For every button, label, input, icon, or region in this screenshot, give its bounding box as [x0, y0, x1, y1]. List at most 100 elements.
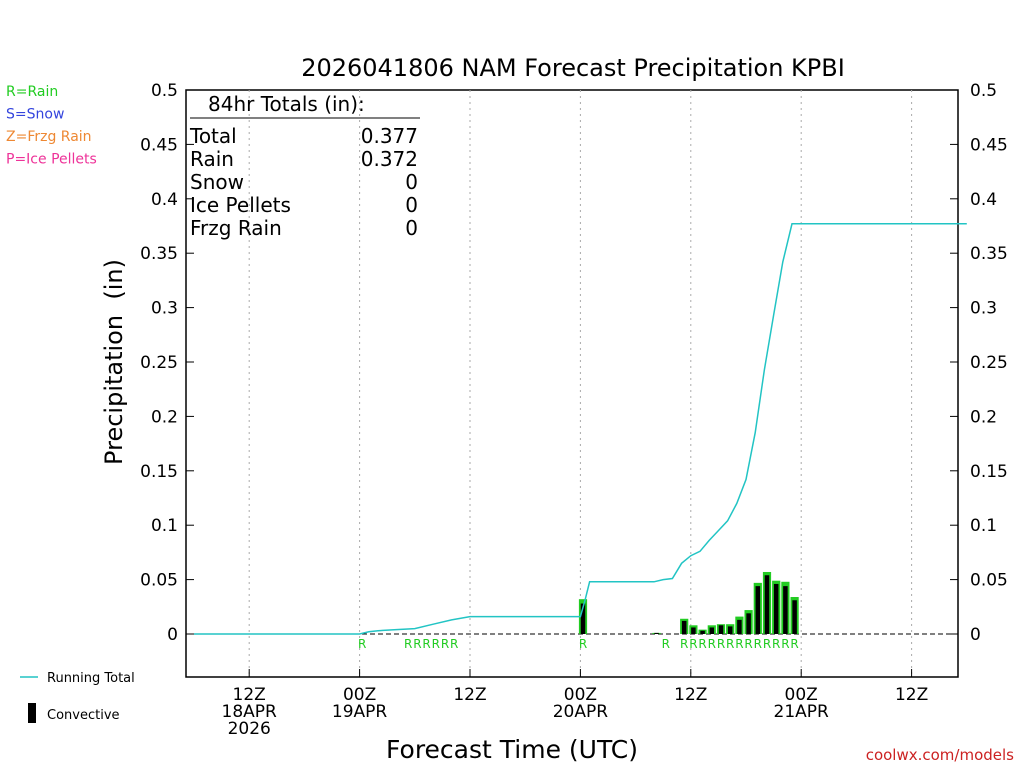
- totals-row-value: 0: [405, 170, 418, 194]
- x-tick-label: 20APR: [553, 702, 609, 722]
- convective-legend-label: Convective: [47, 708, 120, 723]
- convective-legend-swatch: [28, 703, 36, 723]
- convective-bar: [718, 625, 724, 634]
- type-marker: R: [717, 637, 725, 651]
- y-tick-label-right: 0.35: [970, 244, 1008, 264]
- type-marker: R: [441, 637, 449, 651]
- convective-bar: [755, 586, 761, 634]
- type-marker: R: [763, 637, 771, 651]
- type-marker: R: [708, 637, 716, 651]
- y-axis-label: Precipitation (in): [100, 259, 128, 465]
- x-tick-label: 12Z: [233, 685, 266, 705]
- type-marker: R: [662, 637, 670, 651]
- convective-bar: [727, 626, 733, 634]
- y-tick-label-left: 0.5: [151, 81, 178, 101]
- totals-row-value: 0: [405, 216, 418, 240]
- type-marker: R: [790, 637, 798, 651]
- type-marker: R: [358, 637, 366, 651]
- convective-bar: [737, 619, 742, 634]
- convective-bar: [691, 627, 696, 634]
- convective-bar: [773, 583, 779, 634]
- type-legend-item: P=Ice Pellets: [6, 152, 97, 168]
- totals-box: 84hr Totals (in): Total 0.377 Rain 0.372 Sno…: [189, 92, 420, 240]
- y-axis-ticks: 0 00.05 0.050.1 0.10.15 0.150.2 0.20.25 0.250.…: [140, 81, 1008, 645]
- x-tick-label: 21APR: [774, 702, 830, 722]
- type-legend: R=Rain S=Snow Z=Frzg Rain P=Ice Pellets: [6, 84, 97, 168]
- type-marker: R: [404, 637, 412, 651]
- convective-bar: [654, 632, 659, 634]
- totals-row-value: 0.372: [361, 147, 418, 171]
- totals-row-label: Snow: [190, 170, 244, 194]
- running-total-line: [194, 223, 967, 635]
- totals-row-value: 0.377: [361, 124, 418, 148]
- type-marker: R: [772, 637, 780, 651]
- y-tick-label-right: 0.05: [970, 571, 1008, 591]
- y-tick-label-left: 0: [167, 625, 178, 645]
- type-marker: R: [698, 637, 706, 651]
- y-tick-label-left: 0.3: [151, 299, 178, 319]
- y-tick-label-right: 0.15: [970, 462, 1008, 482]
- convective-bar: [746, 613, 751, 634]
- x-tick-label: 00Z: [785, 685, 818, 705]
- y-tick-label-right: 0.4: [970, 190, 997, 210]
- x-tick-label: 19APR: [332, 702, 388, 722]
- y-tick-label-left: 0.35: [140, 244, 178, 264]
- type-marker: R: [735, 637, 743, 651]
- totals-row-label: Frzg Rain: [190, 216, 282, 240]
- chart-title: 2026041806 NAM Forecast Precipitation KP…: [301, 54, 845, 82]
- y-tick-label-right: 0.5: [970, 81, 997, 101]
- totals-title: 84hr Totals (in):: [208, 92, 365, 116]
- y-tick-label-left: 0.25: [140, 353, 178, 373]
- running-total-legend-label: Running Total: [47, 671, 135, 686]
- x-tick-label: 12Z: [453, 685, 486, 705]
- x-tick-label: 12Z: [674, 685, 707, 705]
- y-tick-label-right: 0: [970, 625, 981, 645]
- y-tick-label-left: 0.05: [140, 571, 178, 591]
- convective-bar: [580, 603, 586, 634]
- type-marker: R: [680, 637, 688, 651]
- y-tick-label-left: 0.15: [140, 462, 178, 482]
- y-tick-label-left: 0.2: [151, 407, 178, 427]
- y-tick-label-right: 0.25: [970, 353, 1008, 373]
- y-tick-label-right: 0.45: [970, 135, 1008, 155]
- convective-bar: [764, 575, 770, 634]
- y-tick-label-left: 0.1: [151, 516, 178, 536]
- y-tick-label-left: 0.45: [140, 135, 178, 155]
- convective-bar: [783, 586, 788, 634]
- plot-area: [185, 89, 959, 678]
- y-tick-label-left: 0.4: [151, 190, 178, 210]
- site-credit: coolwx.com/models: [866, 746, 1014, 764]
- x-tick-label: 18APR: [222, 702, 278, 722]
- type-marker: R: [579, 637, 587, 651]
- type-marker: R: [413, 637, 421, 651]
- convective-bar: [709, 627, 715, 634]
- type-legend-item: S=Snow: [6, 107, 64, 123]
- totals-row-label: Total: [189, 124, 237, 148]
- totals-row-label: Rain: [190, 147, 234, 171]
- type-marker: R: [744, 637, 752, 651]
- type-marker: R: [450, 637, 458, 651]
- x-tick-label: 12Z: [895, 685, 928, 705]
- y-tick-label-right: 0.1: [970, 516, 997, 536]
- type-marker: R: [726, 637, 734, 651]
- precip-bars: [578, 571, 799, 634]
- y-tick-label-right: 0.3: [970, 299, 997, 319]
- totals-row-value: 0: [405, 193, 418, 217]
- vertical-grid: [248, 90, 913, 677]
- x-tick-label: 00Z: [343, 685, 376, 705]
- convective-bar: [792, 600, 797, 634]
- convective-bar: [681, 620, 687, 634]
- type-marker: R: [754, 637, 762, 651]
- series-legend: Running Total Convective: [20, 671, 135, 723]
- type-marker: R: [432, 637, 440, 651]
- type-legend-item: Z=Frzg Rain: [6, 129, 92, 145]
- convective-bar: [700, 630, 705, 634]
- y-tick-label-right: 0.2: [970, 407, 997, 427]
- type-marker: R: [689, 637, 697, 651]
- type-legend-item: R=Rain: [6, 84, 58, 100]
- x-tick-label: 00Z: [564, 685, 597, 705]
- x-tick-label: 2026: [228, 719, 271, 739]
- type-marker: R: [422, 637, 430, 651]
